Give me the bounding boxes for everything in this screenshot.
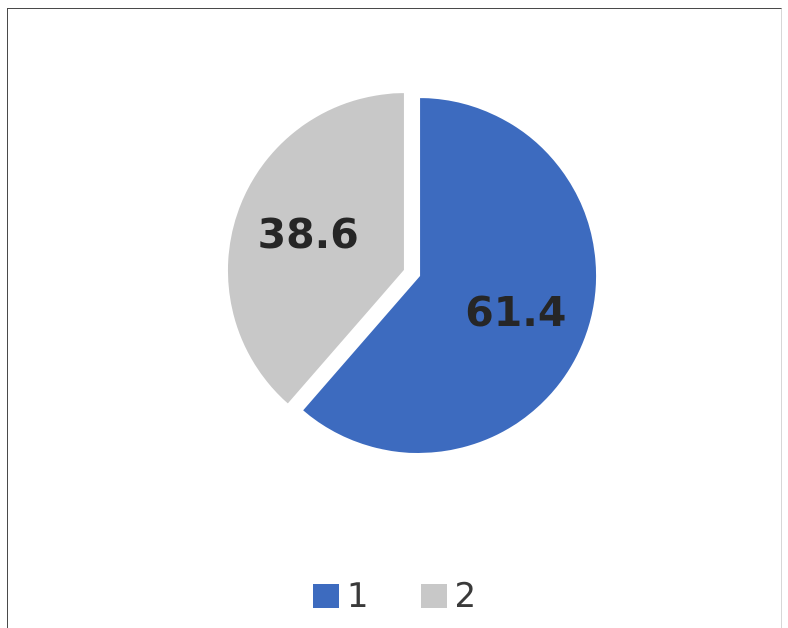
legend-swatch-2	[420, 584, 447, 608]
legend-swatch-1	[312, 584, 339, 608]
legend-label-1: 1	[346, 576, 369, 616]
legend-label-2: 2	[454, 576, 477, 616]
pie-data-labels: 61.4 38.6	[258, 210, 567, 336]
data-label-2: 38.6	[258, 210, 359, 258]
pie-slice-2[interactable]	[224, 90, 407, 408]
chart-area: 61.4 38.6 1 2	[7, 8, 782, 628]
pie-chart: 61.4 38.6	[224, 90, 600, 456]
legend: 1 2	[8, 579, 781, 613]
legend-item-1[interactable]: 1	[312, 576, 369, 616]
data-label-1: 61.4	[465, 288, 566, 336]
pie-slice-1[interactable]	[298, 94, 600, 456]
legend-item-2[interactable]: 2	[420, 576, 477, 616]
pie-slices	[224, 90, 600, 456]
